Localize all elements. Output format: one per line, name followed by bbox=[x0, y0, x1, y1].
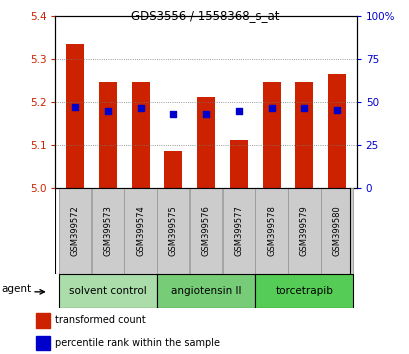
Bar bbox=[255, 274, 353, 308]
Text: GSM399575: GSM399575 bbox=[169, 206, 178, 256]
Bar bbox=[36, 313, 49, 328]
Point bbox=[202, 111, 209, 116]
Bar bbox=[262, 82, 280, 188]
Bar bbox=[66, 44, 84, 188]
Bar bbox=[99, 82, 117, 188]
Text: GSM399572: GSM399572 bbox=[70, 206, 79, 256]
Text: solvent control: solvent control bbox=[69, 286, 146, 296]
Text: GSM399576: GSM399576 bbox=[201, 206, 210, 256]
Bar bbox=[320, 188, 353, 274]
Bar bbox=[255, 188, 287, 274]
Point bbox=[300, 105, 307, 111]
Bar bbox=[36, 336, 49, 350]
Point bbox=[72, 104, 78, 110]
Text: GSM399580: GSM399580 bbox=[332, 206, 341, 256]
Point bbox=[267, 105, 274, 111]
Text: percentile rank within the sample: percentile rank within the sample bbox=[55, 338, 220, 348]
Bar bbox=[229, 141, 247, 188]
Point bbox=[104, 108, 111, 114]
Text: transformed count: transformed count bbox=[55, 315, 146, 325]
Bar bbox=[91, 188, 124, 274]
Bar bbox=[164, 151, 182, 188]
Bar bbox=[327, 74, 345, 188]
Bar bbox=[189, 188, 222, 274]
Bar bbox=[197, 97, 214, 188]
Bar bbox=[157, 274, 254, 308]
Text: GSM399573: GSM399573 bbox=[103, 206, 112, 256]
Text: GSM399577: GSM399577 bbox=[234, 206, 243, 256]
Bar bbox=[157, 188, 189, 274]
Text: GSM399579: GSM399579 bbox=[299, 206, 308, 256]
Text: torcetrapib: torcetrapib bbox=[275, 286, 333, 296]
Point bbox=[137, 105, 144, 111]
Text: agent: agent bbox=[1, 285, 31, 295]
Bar bbox=[124, 188, 156, 274]
Point bbox=[235, 108, 241, 114]
Point bbox=[170, 111, 176, 116]
Point bbox=[333, 107, 339, 112]
Bar bbox=[58, 188, 91, 274]
Bar bbox=[222, 188, 254, 274]
Bar bbox=[294, 82, 312, 188]
Text: GSM399578: GSM399578 bbox=[266, 206, 275, 256]
Text: GSM399574: GSM399574 bbox=[136, 206, 145, 256]
Bar bbox=[58, 274, 156, 308]
Text: angiotensin II: angiotensin II bbox=[171, 286, 240, 296]
Bar bbox=[288, 188, 320, 274]
Text: GDS3556 / 1558368_s_at: GDS3556 / 1558368_s_at bbox=[130, 9, 279, 22]
Bar bbox=[131, 82, 149, 188]
